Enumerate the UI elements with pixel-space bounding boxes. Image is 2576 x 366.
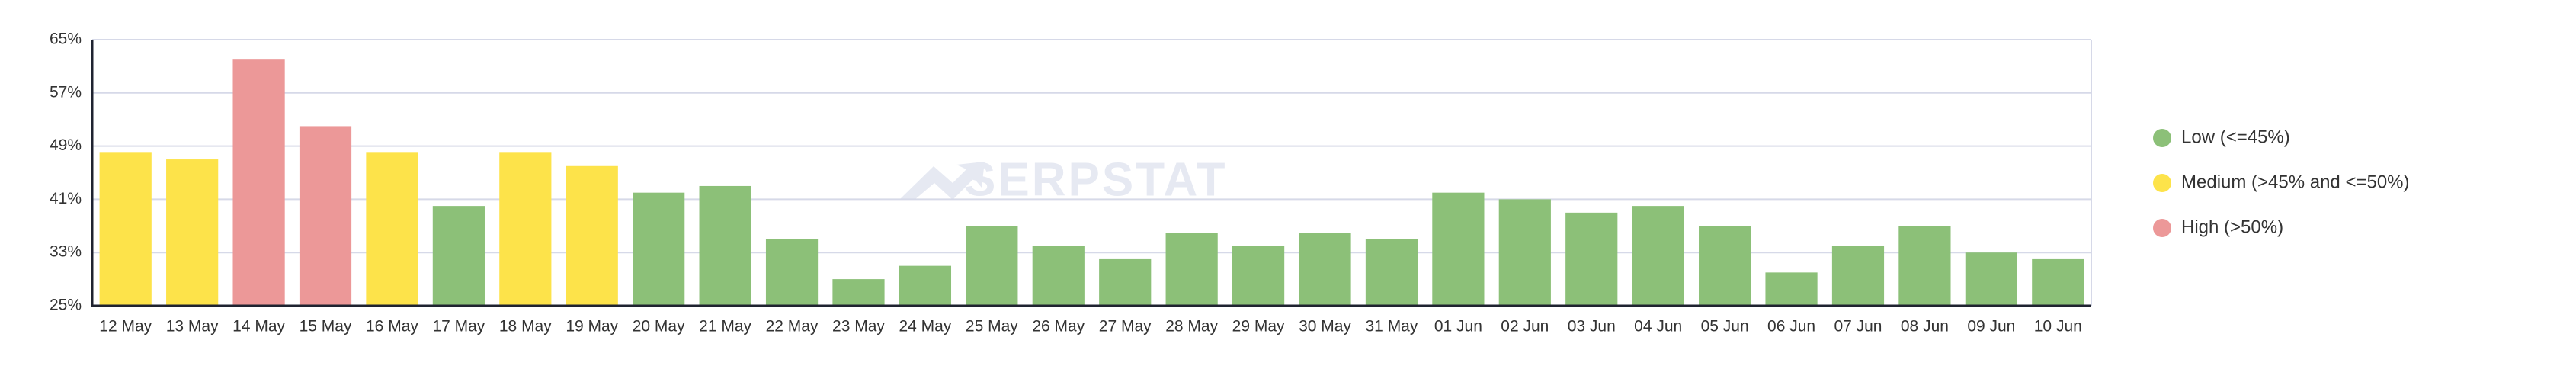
x-tick-label: 20 May [633, 318, 685, 336]
x-tick-label: 02 Jun [1501, 318, 1549, 336]
x-tick-label: 07 Jun [1834, 318, 1882, 336]
x-tick-label: 21 May [699, 318, 751, 336]
legend-label: Medium (>45% and <=50%) [2181, 172, 2410, 192]
x-tick-label: 25 May [966, 318, 1018, 336]
bar [232, 59, 285, 307]
x-tick-label: 27 May [1099, 318, 1152, 336]
bar [765, 239, 819, 306]
bar [99, 152, 152, 306]
bar [899, 265, 952, 306]
bar [1831, 246, 1885, 306]
x-tick-label: 29 May [1232, 318, 1285, 336]
x-tick-label: 14 May [232, 318, 285, 336]
x-tick-label: 30 May [1299, 318, 1351, 336]
bar [1365, 239, 1418, 306]
bar [1498, 199, 1551, 306]
x-tick-label: 06 Jun [1767, 318, 1815, 336]
bar [1965, 252, 2017, 306]
x-tick-label: 10 Jun [2034, 318, 2082, 336]
y-tick-label: 57% [50, 83, 82, 101]
x-tick-label: 17 May [432, 318, 485, 336]
bar [1232, 246, 1285, 306]
bar [699, 185, 751, 306]
x-tick-label: 13 May [166, 318, 219, 336]
bar [1299, 233, 1351, 306]
y-tick-label: 33% [50, 243, 82, 261]
bar [1432, 192, 1485, 306]
bar [1565, 212, 1618, 306]
x-tick-label: 05 Jun [1701, 318, 1749, 336]
legend-marker [2153, 129, 2171, 147]
legend-marker [2153, 174, 2171, 192]
bar [1032, 246, 1085, 306]
x-tick-label: 28 May [1165, 318, 1218, 336]
x-tick-label: 15 May [300, 318, 352, 336]
x-tick-label: 09 Jun [1967, 318, 2015, 336]
x-tick-label: 16 May [366, 318, 418, 336]
bar [366, 152, 418, 306]
x-tick-label: 01 Jun [1434, 318, 1482, 336]
x-tick-label: 22 May [766, 318, 819, 336]
bar [2032, 258, 2084, 306]
x-tick-label: 18 May [499, 318, 552, 336]
y-tick-label: 49% [50, 136, 82, 154]
bar [1699, 226, 1751, 306]
bar [566, 165, 618, 306]
bar [1898, 226, 1951, 306]
legend-marker [2153, 219, 2171, 237]
bar [299, 126, 352, 306]
bar [432, 206, 485, 306]
y-tick-label: 41% [50, 190, 82, 207]
legend-label: High (>50%) [2181, 217, 2283, 237]
bar [166, 159, 219, 306]
bar [1632, 206, 1684, 306]
x-tick-label: 23 May [832, 318, 885, 336]
bar [499, 152, 552, 306]
x-tick-label: 24 May [899, 318, 951, 336]
x-tick-label: 19 May [566, 318, 618, 336]
x-tick-label: 03 Jun [1568, 318, 1616, 336]
y-tick-label: 25% [50, 297, 82, 314]
bar [633, 192, 685, 306]
x-tick-label: 08 Jun [1901, 318, 1949, 336]
bar [1099, 258, 1152, 306]
bar [1765, 272, 1818, 306]
legend-label: Low (<=45%) [2181, 127, 2290, 147]
y-tick-label: 65% [50, 30, 82, 48]
bar [1165, 233, 1218, 306]
x-tick-label: 12 May [99, 318, 152, 336]
bar [832, 279, 885, 306]
watermark: SERPSTAT [964, 153, 1228, 206]
x-tick-label: 04 Jun [1634, 318, 1682, 336]
x-tick-label: 26 May [1032, 318, 1085, 336]
watermark-icon [899, 162, 985, 200]
bar [966, 226, 1018, 306]
x-tick-label: 31 May [1366, 318, 1418, 336]
